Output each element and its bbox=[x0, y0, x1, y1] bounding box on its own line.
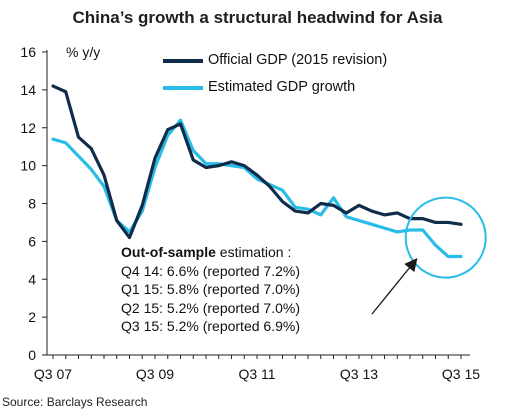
y-tick-label: 14 bbox=[20, 82, 36, 98]
x-tick-label: Q3 13 bbox=[340, 366, 378, 382]
legend-label-official: Official GDP (2015 revision) bbox=[208, 52, 388, 68]
chart-legend: Official GDP (2015 revision) Estimated G… bbox=[163, 50, 387, 104]
legend-item-official: Official GDP (2015 revision) bbox=[163, 50, 387, 77]
annotation-line: Q2 15: 5.2% (reported 7.0%) bbox=[121, 299, 300, 316]
y-tick-label: 12 bbox=[20, 120, 36, 136]
annotation-heading-rest: estimation : bbox=[215, 244, 292, 260]
y-tick-label: 4 bbox=[28, 271, 36, 287]
x-tick-label: Q3 11 bbox=[238, 366, 275, 382]
y-tick-label: 16 bbox=[20, 44, 36, 60]
annotation-line: Q3 15: 5.2% (reported 6.9%) bbox=[121, 318, 300, 334]
y-tick-label: 8 bbox=[28, 196, 36, 212]
y-axis-label: % y/y bbox=[66, 44, 101, 60]
y-tick-label: 10 bbox=[20, 158, 36, 174]
estimation-annotation: Out-of-sample estimation : Q4 14: 6.6% (… bbox=[121, 243, 300, 336]
source-note: Source: Barclays Research bbox=[2, 395, 148, 409]
chart-title: China’s growth a structural headwind for… bbox=[72, 8, 443, 27]
annotation-heading: Out-of-sample estimation : bbox=[121, 243, 300, 262]
legend-label-estimated: Estimated GDP growth bbox=[208, 79, 356, 95]
legend-swatch-estimated bbox=[163, 86, 203, 90]
legend-item-estimated: Estimated GDP growth bbox=[163, 77, 387, 104]
annotation-line: Q1 15: 5.8% (reported 7.0%) bbox=[121, 281, 300, 297]
y-tick-label: 2 bbox=[28, 309, 36, 325]
legend-swatch-official bbox=[163, 59, 203, 63]
annotation-heading-bold: Out-of-sample bbox=[121, 244, 216, 260]
official-gdp-line bbox=[51, 84, 463, 240]
y-tick-label: 0 bbox=[28, 347, 36, 363]
x-tick-label: Q3 15 bbox=[442, 366, 480, 382]
y-tick-label: 6 bbox=[28, 233, 36, 249]
estimated-gdp-line bbox=[51, 118, 463, 259]
x-tick-label: Q3 07 bbox=[34, 366, 72, 382]
annotation-arrow bbox=[371, 257, 418, 315]
x-tick-label: Q3 09 bbox=[136, 366, 174, 382]
annotation-line: Q4 14: 6.6% (reported 7.2%) bbox=[121, 262, 300, 279]
highlight-circle bbox=[404, 196, 487, 279]
